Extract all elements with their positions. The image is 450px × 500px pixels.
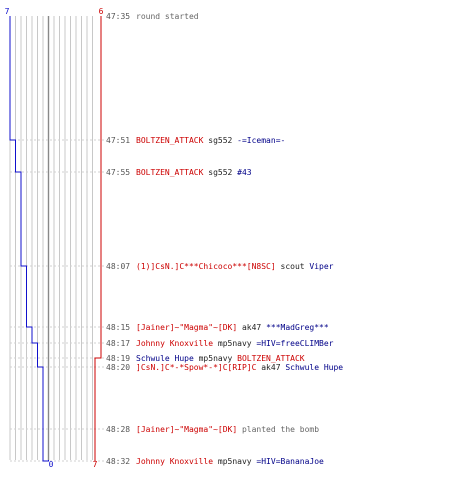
event-timestamp: 48:28: [106, 425, 130, 434]
event-part: BOLTZEN_ATTACK: [136, 168, 204, 177]
event-timestamp: 47:55: [106, 168, 130, 177]
score-grid: [9, 16, 93, 460]
event-part: scout: [276, 262, 310, 271]
event-line: round started: [136, 12, 199, 21]
red-end-score: 7: [93, 460, 98, 469]
event-part: [Jainer]~"Magma"~[DK]: [136, 425, 237, 434]
event-part: =HIV=BananaJoe: [256, 457, 324, 466]
event-part: mp5navy: [194, 354, 237, 363]
event-part: ak47: [237, 323, 266, 332]
event-part: BOLTZEN_ATTACK: [136, 136, 204, 145]
event-part: BOLTZEN_ATTACK: [237, 354, 305, 363]
event-part: [Jainer]~"Magma"~[DK]: [136, 323, 237, 332]
event-part: -=Iceman=-: [237, 136, 285, 145]
blue-end-score: 0: [49, 460, 54, 469]
blue-team-line: [9, 16, 49, 462]
event-list: 47:35 round started 47:51 BOLTZEN_ATTACK sg…: [106, 12, 343, 466]
event-part: sg552: [203, 136, 237, 145]
event-line: (1)]CsN.]C***Chicoco***[N8SC] scout Vipe…: [136, 262, 334, 271]
event-line: Johnny Knoxville mp5navy =HIV=BananaJoe: [136, 457, 324, 466]
event-timestamp: 48:15: [106, 323, 130, 332]
red-team-line: [94, 16, 102, 461]
event-line: BOLTZEN_ATTACK sg552 #43: [136, 168, 252, 177]
event-timestamp: 48:32: [106, 457, 130, 466]
event-part: (1)]CsN.]C***Chicoco***[N8SC]: [136, 262, 276, 271]
event-timestamp: 48:20: [106, 363, 130, 372]
event-line: BOLTZEN_ATTACK sg552 -=Iceman=-: [136, 136, 285, 145]
event-timestamp: 47:51: [106, 136, 130, 145]
event-line: [Jainer]~"Magma"~[DK] ak47 ***MadGreg***: [136, 323, 329, 332]
event-part: Johnny Knoxville: [136, 339, 213, 348]
event-part: Schwule Hupe: [136, 354, 194, 363]
event-guides: [10, 139, 104, 462]
event-part: planted the bomb: [237, 425, 319, 434]
event-timestamp: 48:07: [106, 262, 130, 271]
event-part: #43: [237, 168, 252, 177]
event-part: Schwule Hupe: [285, 363, 343, 372]
event-timestamp: 48:17: [106, 339, 130, 348]
blue-start-score: 7: [5, 7, 10, 16]
event-part: =HIV=freeCLIMBer: [256, 339, 333, 348]
event-part: Johnny Knoxville: [136, 457, 213, 466]
event-part: mp5navy: [213, 339, 256, 348]
event-part: ]CsN.]C*-*Spow*-*]C[RIP]C: [136, 363, 257, 372]
event-part: ***MadGreg***: [266, 323, 329, 332]
event-part: round started: [136, 12, 199, 21]
event-line: Schwule Hupe mp5navy BOLTZEN_ATTACK: [136, 354, 305, 363]
event-part: ak47: [256, 363, 285, 372]
event-line: Johnny Knoxville mp5navy =HIV=freeCLIMBe…: [136, 339, 334, 348]
event-part: sg552: [203, 168, 237, 177]
event-timestamp: 47:35: [106, 12, 130, 21]
event-part: Viper: [309, 262, 333, 271]
event-line: ]CsN.]C*-*Spow*-*]C[RIP]C ak47 Schwule H…: [136, 363, 343, 372]
event-line: [Jainer]~"Magma"~[DK] planted the bomb: [136, 425, 319, 434]
red-start-score: 6: [99, 7, 104, 16]
event-timestamp: 48:19: [106, 354, 130, 363]
event-part: mp5navy: [213, 457, 256, 466]
